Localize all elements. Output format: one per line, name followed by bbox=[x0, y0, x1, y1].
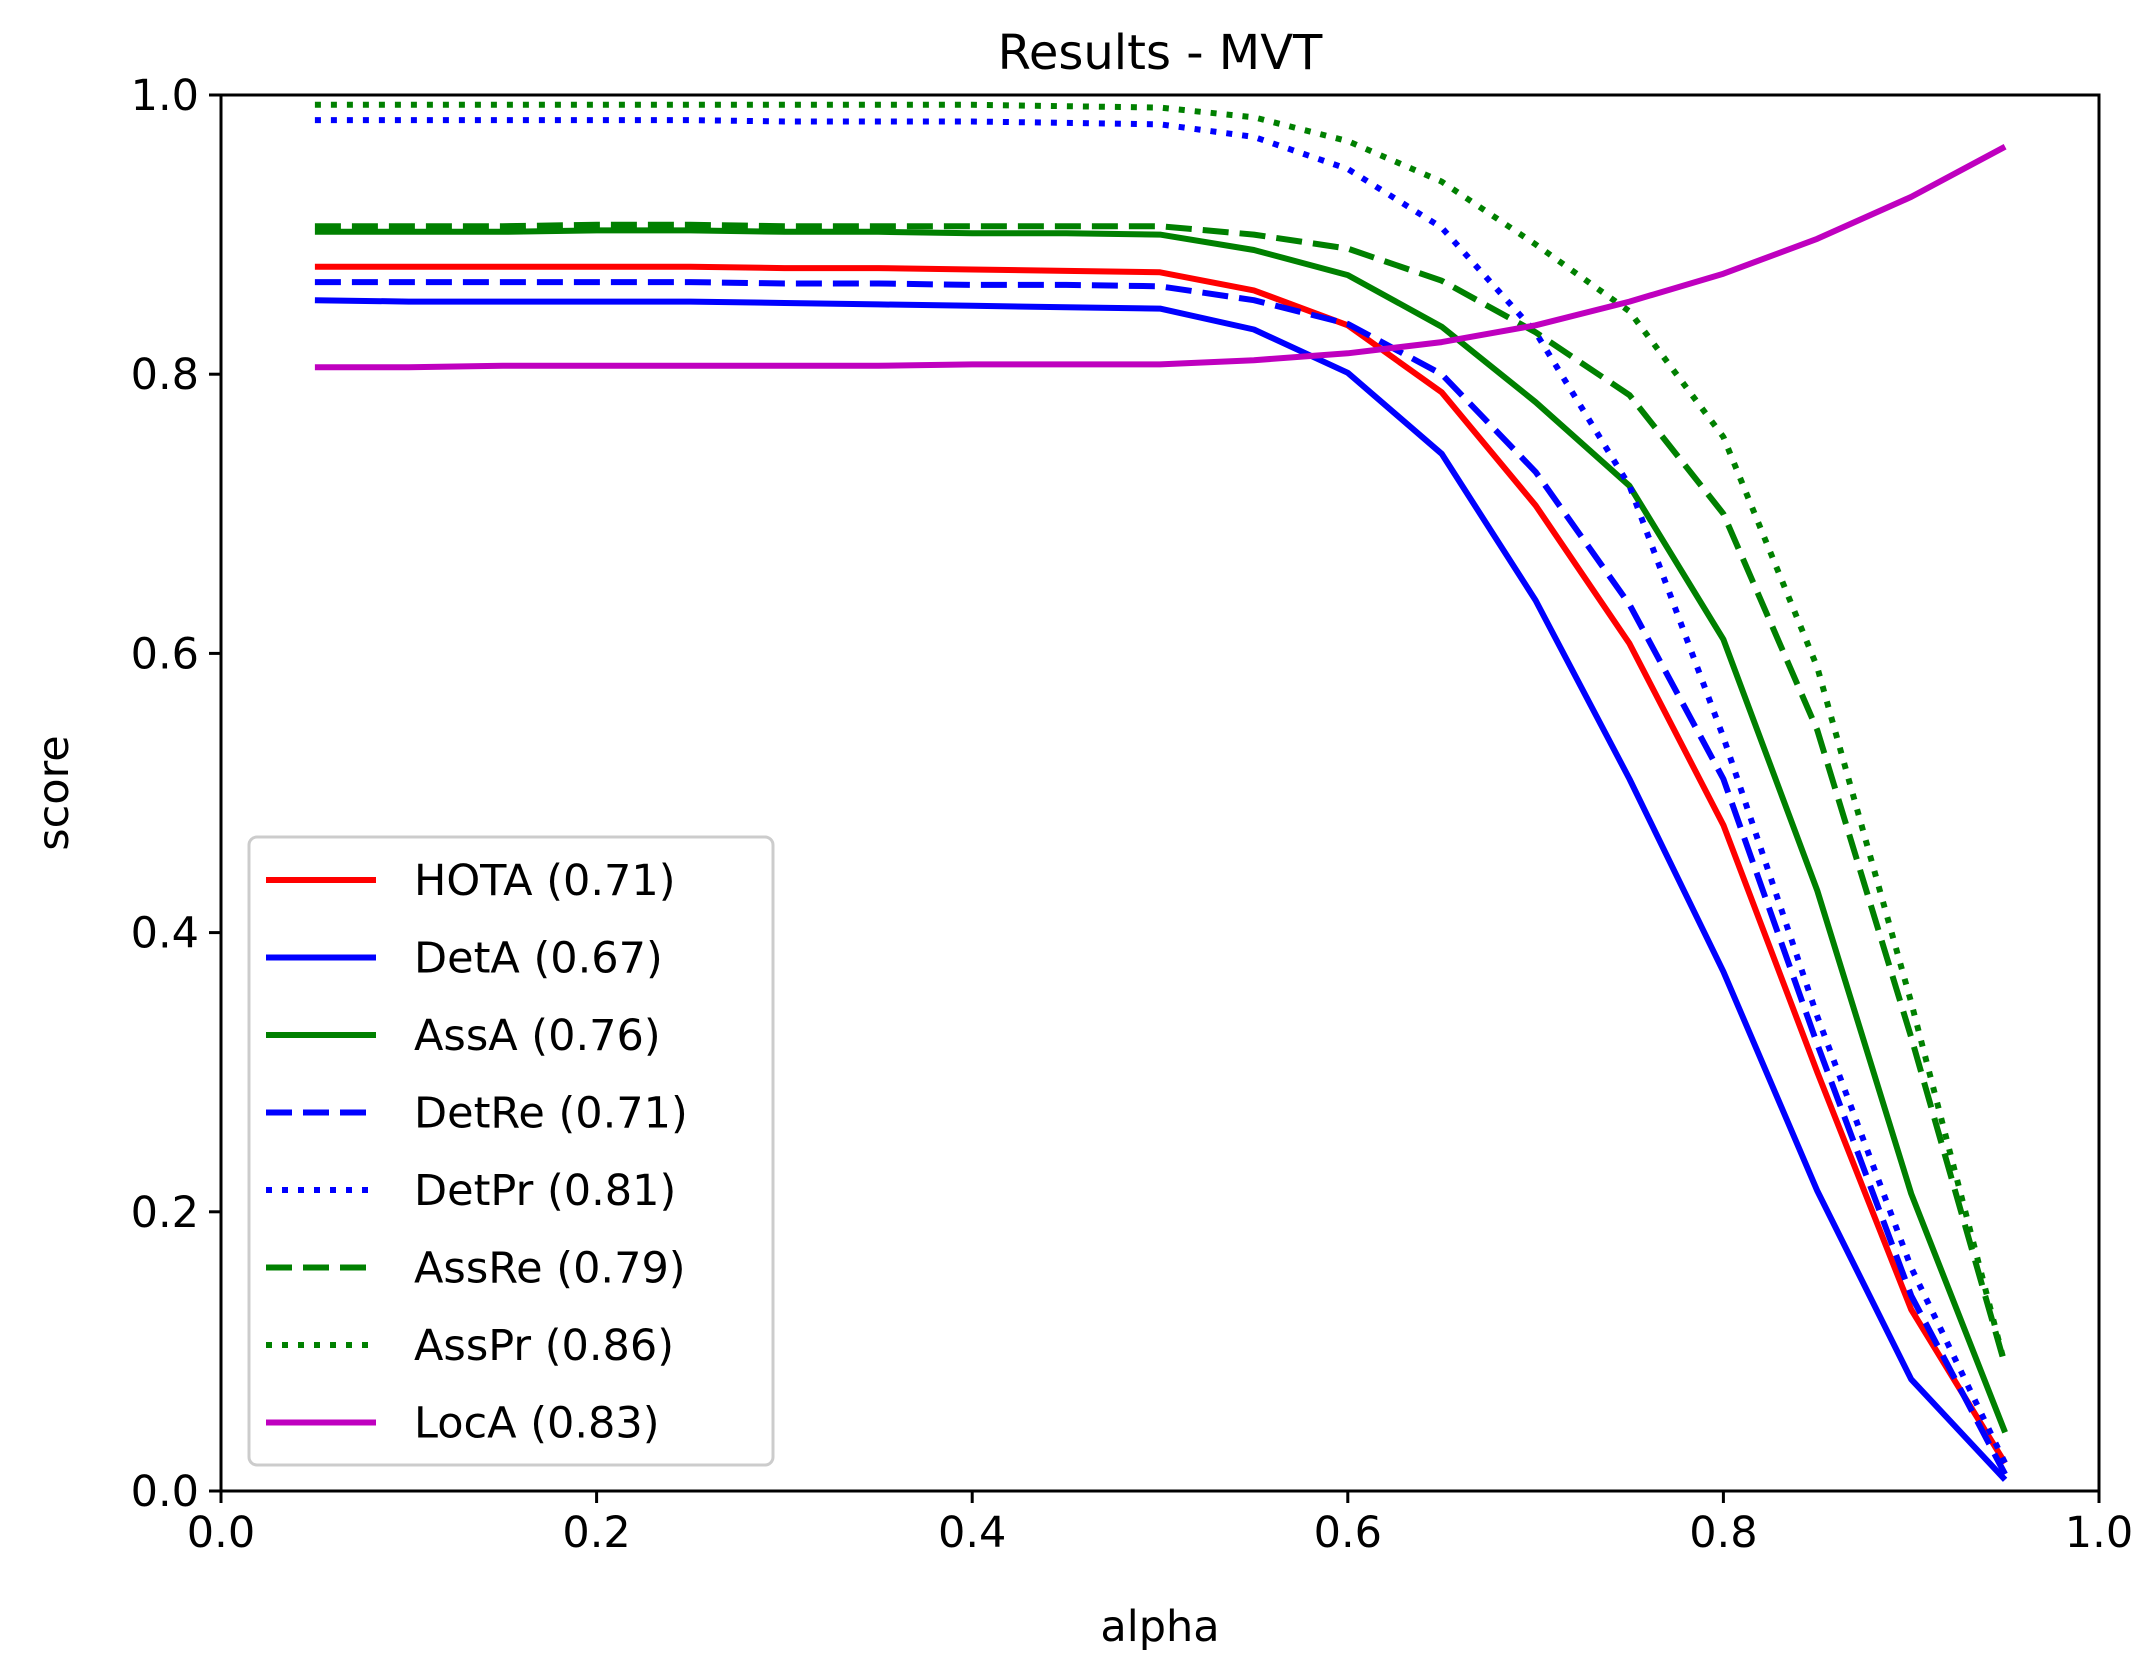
y-tick-label: 0.4 bbox=[131, 909, 199, 959]
legend-label-loca: LocA (0.83) bbox=[414, 1399, 660, 1449]
legend-label-assre: AssRe (0.79) bbox=[414, 1244, 686, 1294]
legend-label-assa: AssA (0.76) bbox=[414, 1011, 661, 1061]
series-line-loca bbox=[314, 144, 2007, 371]
y-axis-label: score bbox=[29, 735, 79, 851]
chart-title: Results - MVT bbox=[998, 25, 1323, 81]
x-tick-label: 0.2 bbox=[562, 1508, 630, 1558]
legend: HOTA (0.71) DetA (0.67) AssA (0.76) DetRe (… bbox=[247, 835, 775, 1467]
series-line-assa bbox=[314, 227, 2008, 1434]
x-axis-label: alpha bbox=[1100, 1602, 1219, 1652]
y-tick-label: 0.0 bbox=[131, 1467, 199, 1517]
y-tick-label: 0.6 bbox=[131, 629, 199, 679]
x-tick-label: 0.6 bbox=[1314, 1508, 1382, 1558]
x-tick-label: 0.4 bbox=[938, 1508, 1006, 1558]
legend-label-detpr: DetPr (0.81) bbox=[414, 1166, 676, 1216]
x-tick-label: 0.8 bbox=[1689, 1508, 1757, 1558]
y-tick-label: 1.0 bbox=[131, 71, 199, 121]
legend-label-detre: DetRe (0.71) bbox=[414, 1089, 688, 1139]
x-tick-label: 0.0 bbox=[187, 1508, 255, 1558]
legend-label-hota: HOTA (0.71) bbox=[414, 856, 676, 906]
series-line-deta bbox=[314, 297, 2008, 1482]
series-line-asspr bbox=[314, 101, 2009, 1367]
legend-box bbox=[247, 835, 775, 1467]
series-line-hota bbox=[314, 263, 2008, 1465]
x-tick-label: 1.0 bbox=[2065, 1508, 2133, 1558]
legend-label-asspr: AssPr (0.86) bbox=[414, 1321, 674, 1371]
y-tick-label: 0.2 bbox=[131, 1188, 199, 1238]
plot-frame bbox=[219, 93, 2101, 1493]
series-line-assre bbox=[314, 221, 2008, 1367]
y-tick-label: 0.8 bbox=[131, 350, 199, 400]
series-line-detre bbox=[314, 279, 2008, 1476]
legend-label-deta: DetA (0.67) bbox=[414, 934, 663, 984]
